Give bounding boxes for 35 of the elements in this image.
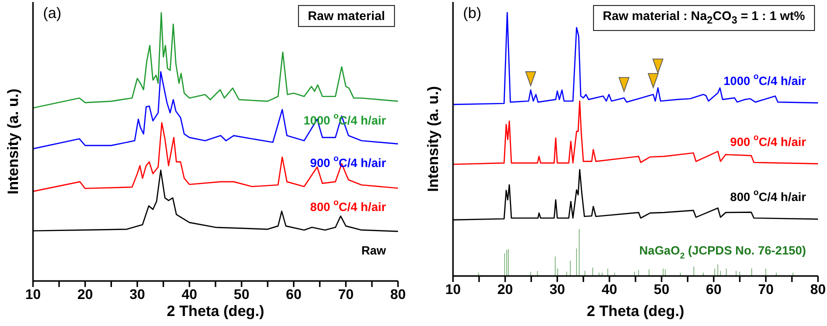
x-tick-label: 60 — [286, 286, 302, 302]
x-tick-label: 20 — [497, 280, 514, 297]
y-axis-title: Intensity (a. u.) — [424, 86, 442, 192]
point — [652, 58, 664, 74]
series-label: 900 $^{o}$C/4 h/air — [310, 153, 386, 170]
x-tick-label: 40 — [182, 286, 198, 302]
x-tick-label: 40 — [602, 280, 618, 297]
x-tick-label: 60 — [706, 280, 722, 297]
x-tick-label: 70 — [758, 280, 774, 297]
x-tick-label: 50 — [234, 286, 250, 302]
point — [618, 77, 630, 92]
y-axis-title: Intensity (a. u.) — [4, 88, 22, 194]
x-tick-label: 30 — [549, 280, 566, 297]
point — [525, 71, 536, 86]
series-label: 1000 $^{o}$C/4 h/air — [723, 71, 806, 88]
x-tick-label: 10 — [445, 280, 461, 297]
annotation: Raw material : Na$_{2}$CO$_{3}$ = 1 : 1 wt% — [592, 5, 815, 30]
series-label: Raw — [361, 244, 387, 258]
series-label: 800 $^{o}$C/4 h/air — [310, 197, 386, 214]
point — [648, 73, 659, 88]
x-tick-label: 70 — [338, 286, 354, 302]
x-axis-title: 2 Theta (deg.) — [586, 303, 684, 320]
x-tick-label: 30 — [129, 286, 146, 302]
series-label: NaGaO$_{2}$ (JCPDS No. 76-2150) — [639, 244, 806, 261]
annotation: Raw material — [298, 5, 395, 27]
x-tick-label: 80 — [390, 286, 406, 302]
x-tick-label: 50 — [654, 280, 670, 297]
chart-title: (b) — [463, 5, 482, 22]
series-label: 800 $^{o}$C/4 h/air — [730, 187, 806, 204]
chart-title: (a) — [43, 5, 62, 22]
x-axis-title: 2 Theta (deg.) — [166, 303, 264, 320]
x-tick-label: 10 — [25, 286, 41, 302]
x-tick-label: 20 — [77, 286, 94, 302]
x-tick-label: 80 — [810, 280, 826, 297]
series-label: 900 $^{o}$C/4 h/air — [730, 132, 806, 149]
